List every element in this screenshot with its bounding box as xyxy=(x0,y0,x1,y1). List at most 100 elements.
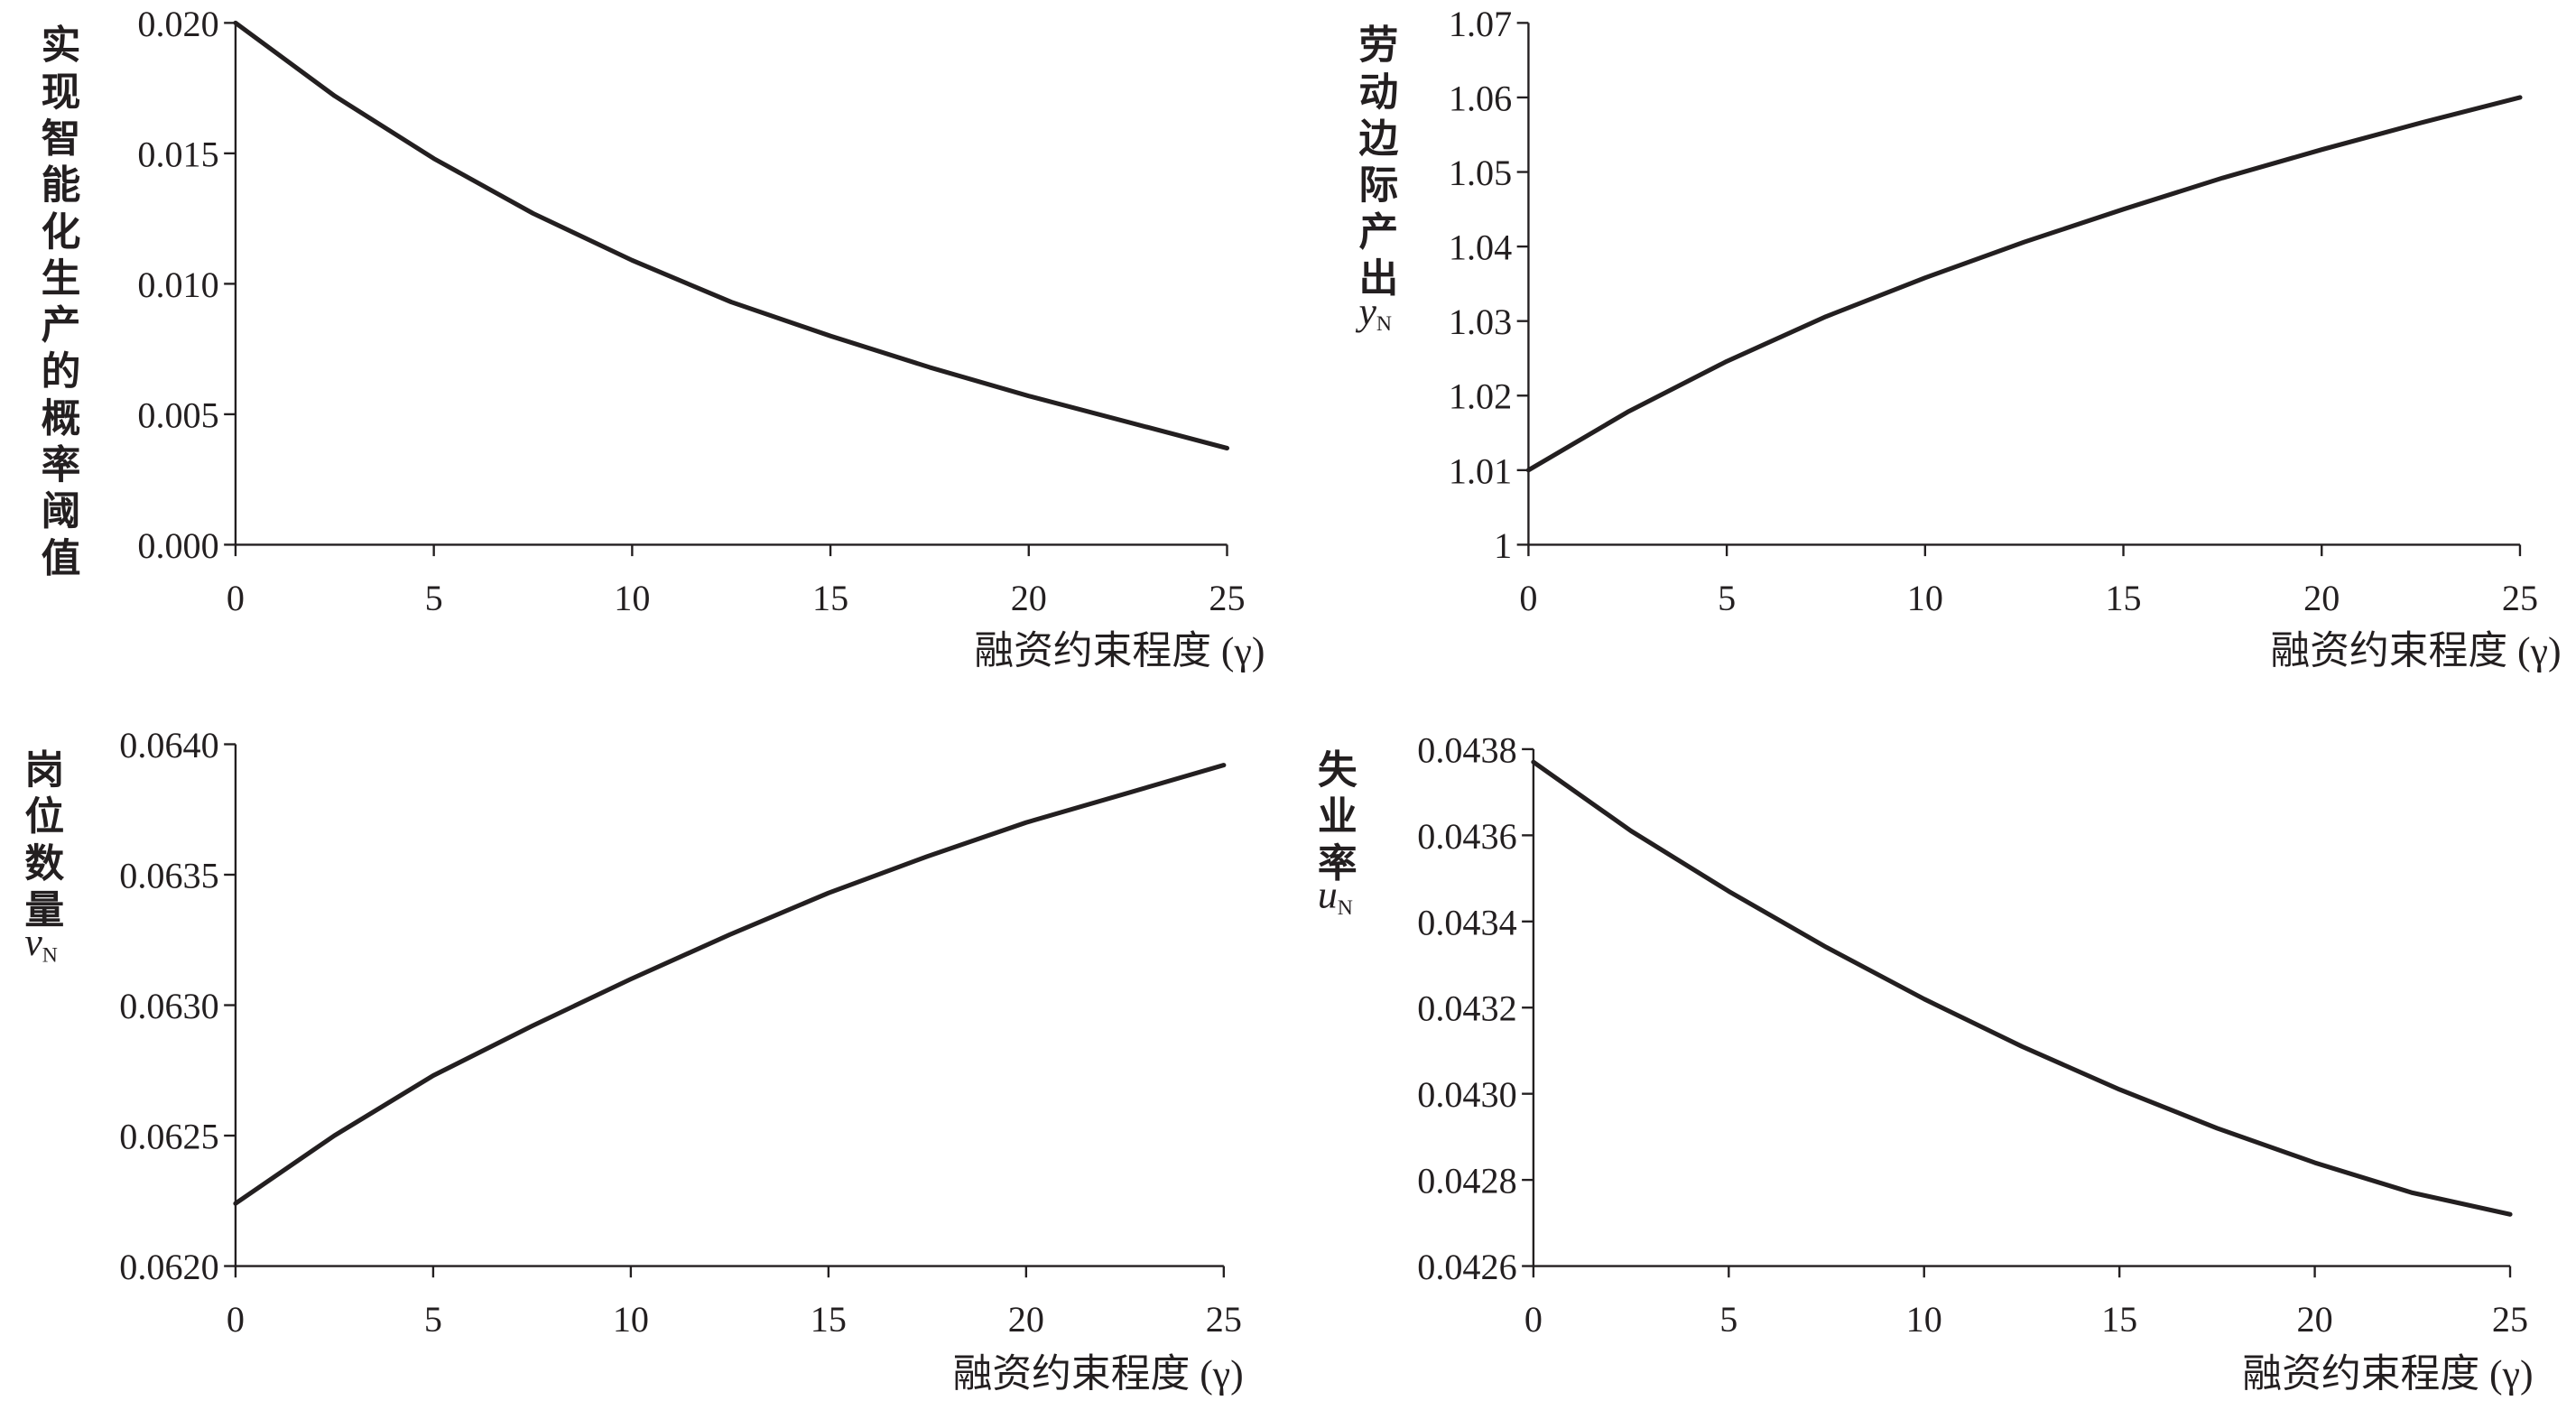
y-axis-variable-subscript: N xyxy=(1338,896,1353,920)
y-tick-label: 1.02 xyxy=(1449,376,1512,417)
x-tick-label: 10 xyxy=(613,1299,649,1340)
x-axis-label: 融资约束程度 (γ) xyxy=(2242,1353,2533,1396)
y-tick-label: 0.010 xyxy=(137,264,218,305)
y-tick-label: 1.07 xyxy=(1449,4,1512,44)
y-axis-label-glyph: 化 xyxy=(42,211,81,255)
y-axis-label-glyph: 量 xyxy=(24,889,64,932)
x-axis-label: 融资约束程度 (γ) xyxy=(953,1353,1244,1396)
y-tick-label: 0.0432 xyxy=(1417,988,1516,1029)
y-axis-variable: vN xyxy=(24,921,58,967)
y-axis-label-glyph: 劳 xyxy=(1358,24,1398,68)
y-tick-label: 0.0428 xyxy=(1417,1161,1516,1201)
y-tick-label: 0.0430 xyxy=(1417,1074,1516,1115)
y-axis-label-glyph: 值 xyxy=(42,537,81,580)
y-axis-label-glyph: 失 xyxy=(1318,749,1357,793)
y-axis-variable: uN xyxy=(1318,874,1353,920)
y-tick-label: 0.0630 xyxy=(119,986,218,1026)
x-tick-label: 0 xyxy=(227,578,245,618)
y-axis-label-glyph: 生 xyxy=(42,258,81,301)
y-axis-label-glyph: 率 xyxy=(42,444,81,487)
y-axis-variable-subscript: N xyxy=(1376,312,1392,336)
series-line-1 xyxy=(1531,759,2513,1217)
y-tick-label: 0.0426 xyxy=(1417,1247,1516,1287)
x-tick-label: 0 xyxy=(227,1299,245,1340)
y-axis-label-glyph: 实 xyxy=(42,24,81,68)
y-tick-label: 0.000 xyxy=(137,525,218,566)
x-tick-label: 0 xyxy=(1524,1299,1543,1340)
y-axis-label-glyph: 出 xyxy=(1358,258,1398,301)
y-axis-variable-symbol: u xyxy=(1318,874,1338,917)
y-axis-label-glyph: 数 xyxy=(24,842,64,886)
y-axis-label-glyph: 阈 xyxy=(42,491,81,534)
y-axis-label-glyph: 动 xyxy=(1358,71,1398,115)
y-axis-label-glyph: 边 xyxy=(1358,118,1398,162)
x-tick-label: 10 xyxy=(1906,1299,1942,1340)
x-tick-label: 20 xyxy=(2297,1299,2333,1340)
chart-panel-4: 0.0426 0.0428 0.0430 0.0432 0.0434 0.0436 0.04… xyxy=(1318,730,2534,1396)
x-tick-label: 25 xyxy=(1206,1299,1242,1340)
y-tick-label: 1.06 xyxy=(1449,79,1512,119)
y-axis-label-glyph: 岗 xyxy=(24,749,64,793)
y-tick-label: 0.0625 xyxy=(119,1117,218,1157)
chart-panel-3: 0.0620 0.0625 0.0630 0.0635 0.0640 0 5 10 15 20 25… xyxy=(24,725,1243,1396)
x-tick-label: 15 xyxy=(2105,578,2141,618)
x-tick-label: 20 xyxy=(2303,578,2340,618)
y-tick-label: 0.005 xyxy=(137,395,218,436)
x-tick-label: 15 xyxy=(812,578,848,618)
series-line-1 xyxy=(233,763,1227,1206)
y-axis-variable-symbol: v xyxy=(24,921,42,964)
y-axis-label-glyph: 概 xyxy=(42,398,81,441)
y-axis-label-glyph: 智 xyxy=(42,118,81,162)
x-tick-label: 10 xyxy=(1907,578,1943,618)
x-tick-label: 25 xyxy=(2502,578,2538,618)
x-axis-label: 融资约束程度 (γ) xyxy=(974,630,1265,673)
series-line-1 xyxy=(1525,95,2523,473)
x-tick-label: 5 xyxy=(424,1299,442,1340)
x-tick-label: 10 xyxy=(614,578,650,618)
y-axis-label-glyph: 率 xyxy=(1318,842,1357,886)
y-tick-label: 1.04 xyxy=(1449,227,1512,268)
y-axis-label-glyph: 际 xyxy=(1358,164,1398,208)
x-tick-label: 15 xyxy=(811,1299,847,1340)
x-axis-label: 融资约束程度 (γ) xyxy=(2270,630,2561,673)
y-tick-label: 0.0438 xyxy=(1417,730,1516,771)
y-tick-label: 1 xyxy=(1494,525,1512,566)
x-tick-label: 5 xyxy=(1719,1299,1737,1340)
x-tick-label: 25 xyxy=(2492,1299,2528,1340)
chart-panel-2: 1 1.01 1.02 1.03 1.04 1.05 1.06 1.07 0 5 10 15 20 25 融… xyxy=(1355,4,2561,673)
y-axis-label-glyph: 业 xyxy=(1318,796,1357,840)
y-tick-label: 1.05 xyxy=(1449,153,1512,193)
y-tick-label: 0.0436 xyxy=(1417,816,1516,857)
y-tick-label: 0.0635 xyxy=(119,856,218,896)
x-tick-label: 20 xyxy=(1011,578,1047,618)
y-tick-label: 0.0620 xyxy=(119,1247,218,1287)
x-tick-label: 20 xyxy=(1008,1299,1044,1340)
y-axis-label-glyph: 产 xyxy=(42,304,81,348)
y-axis-label-glyph: 位 xyxy=(24,796,64,840)
y-axis-label: 失业率 xyxy=(1318,749,1357,886)
x-tick-label: 25 xyxy=(1209,578,1245,618)
y-axis-label-glyph: 现 xyxy=(42,71,81,115)
y-tick-label: 0.015 xyxy=(137,135,218,175)
y-axis-variable-subscript: N xyxy=(42,944,58,968)
y-tick-label: 1.01 xyxy=(1449,450,1512,491)
y-tick-label: 0.020 xyxy=(137,4,218,44)
series-line-1 xyxy=(233,20,1230,451)
y-tick-label: 0.0640 xyxy=(119,725,218,765)
x-tick-label: 15 xyxy=(2101,1299,2137,1340)
y-tick-label: 1.03 xyxy=(1449,301,1512,342)
y-axis-label-glyph: 能 xyxy=(42,164,81,208)
y-axis-label-glyph: 的 xyxy=(42,351,81,394)
x-tick-label: 5 xyxy=(425,578,443,618)
chart-panel-1: 0.000 0.005 0.010 0.015 0.020 0 5 10 15 20 25 融资约束程… xyxy=(42,4,1265,673)
x-tick-label: 0 xyxy=(1519,578,1537,618)
y-axis-label-glyph: 产 xyxy=(1358,211,1398,255)
y-axis-variable: yN xyxy=(1355,290,1392,336)
x-tick-label: 5 xyxy=(1718,578,1736,618)
y-tick-label: 0.0434 xyxy=(1417,902,1516,942)
